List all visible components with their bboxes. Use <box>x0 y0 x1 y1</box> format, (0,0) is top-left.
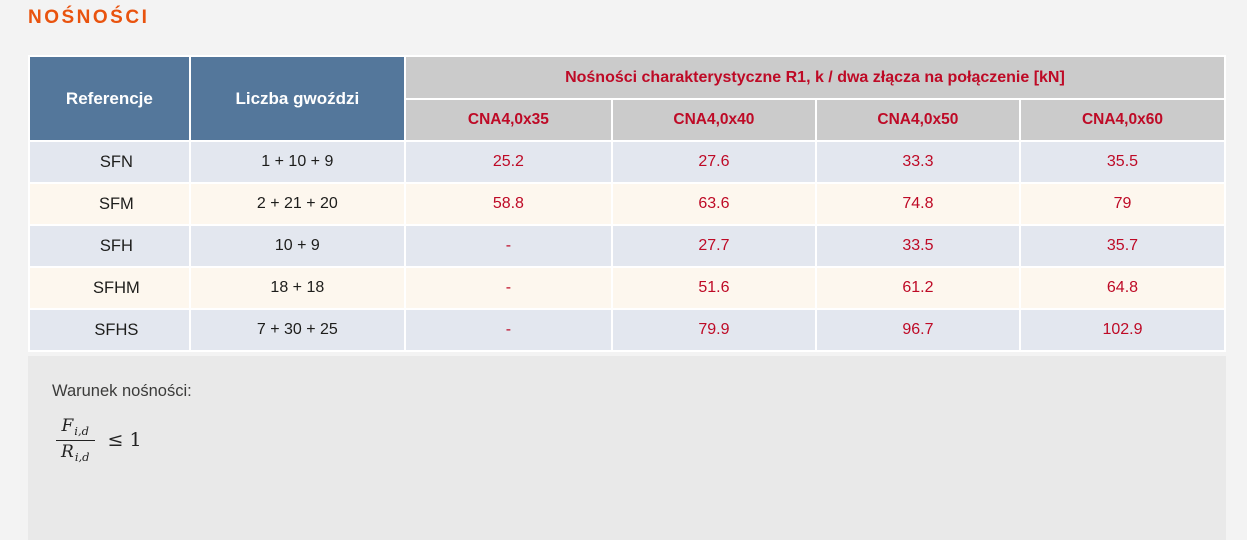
row-value: 35.7 <box>1018 224 1227 268</box>
row-nail-count: 2 + 21 + 20 <box>188 182 406 226</box>
numerator-variable: F <box>61 416 74 436</box>
row-reference: SFN <box>28 140 191 184</box>
denominator-variable: R <box>61 441 74 462</box>
row-value: 58.8 <box>403 182 613 226</box>
col-header-cna-40: CNA4,0x40 <box>610 98 817 142</box>
row-value: 27.6 <box>610 140 817 184</box>
table-row-sfn: SFN 1 + 10 + 9 25.2 27.6 33.3 35.5 <box>28 140 1227 184</box>
row-reference: SFHS <box>28 308 191 352</box>
table-row-sfh: SFH 10 + 9 - 27.7 33.5 35.7 <box>28 224 1227 268</box>
row-value: 61.2 <box>814 266 1021 310</box>
row-value: 79 <box>1018 182 1227 226</box>
row-value: 79.9 <box>610 308 817 352</box>
row-value: - <box>403 224 613 268</box>
row-nail-count: 18 + 18 <box>188 266 406 310</box>
row-value: - <box>403 308 613 352</box>
col-header-capacities-group: Nośności charakterystyczne R1, k / dwa z… <box>403 55 1227 100</box>
col-header-cna-60: CNA4,0x60 <box>1018 98 1227 142</box>
row-value: 51.6 <box>610 266 817 310</box>
row-value: 25.2 <box>403 140 613 184</box>
formula-fraction: Fi,d Ri,d <box>55 416 96 463</box>
col-header-cna-50: CNA4,0x50 <box>814 98 1021 142</box>
fraction-numerator: Fi,d <box>55 416 95 441</box>
col-header-cna-35: CNA4,0x35 <box>403 98 613 142</box>
row-value: 63.6 <box>610 182 817 226</box>
col-header-nail-count: Liczba gwoździ <box>188 55 406 142</box>
denominator-subscript: i,d <box>74 449 90 464</box>
header-row-cna: CNA4,0x35 CNA4,0x40 CNA4,0x50 CNA4,0x60 <box>29 98 1227 142</box>
row-value: 35.5 <box>1018 140 1227 184</box>
table-row-sfhm: SFHM 18 + 18 - 51.6 61.2 64.8 <box>28 266 1227 310</box>
row-value: - <box>403 266 613 310</box>
row-value: 64.8 <box>1018 266 1227 310</box>
col-header-references: Referencje <box>28 55 191 142</box>
row-value: 33.3 <box>814 140 1021 184</box>
row-value: 96.7 <box>814 308 1021 352</box>
row-value: 33.5 <box>814 224 1021 268</box>
fraction-denominator: Ri,d <box>55 441 96 463</box>
row-nail-count: 1 + 10 + 9 <box>188 140 406 184</box>
notes-panel: Warunek nośności: Fi,d Ri,d ≤ 1 <box>28 356 1226 540</box>
page-title: NOŚNOŚCI <box>28 7 150 28</box>
row-reference: SFH <box>28 224 191 268</box>
header-row-top: Referencje Liczba gwoździ Nośności chara… <box>28 55 1227 142</box>
capacity-table: Referencje Liczba gwoździ Nośności chara… <box>28 55 1227 352</box>
formula-relation: ≤ 1 <box>107 428 142 451</box>
table-row-sfhs: SFHS 7 + 30 + 25 - 79.9 96.7 102.9 <box>28 308 1227 352</box>
row-reference: SFM <box>28 182 191 226</box>
capacity-condition-label: Warunek nośności: <box>52 382 192 400</box>
table-row-sfm: SFM 2 + 21 + 20 58.8 63.6 74.8 79 <box>28 182 1227 226</box>
row-reference: SFHM <box>28 266 191 310</box>
row-value: 27.7 <box>610 224 817 268</box>
row-nail-count: 7 + 30 + 25 <box>188 308 406 352</box>
row-nail-count: 10 + 9 <box>188 224 406 268</box>
numerator-subscript: i,d <box>74 424 89 438</box>
row-value: 74.8 <box>814 182 1021 226</box>
capacity-formula: Fi,d Ri,d ≤ 1 <box>55 416 1226 463</box>
row-value: 102.9 <box>1018 308 1227 352</box>
